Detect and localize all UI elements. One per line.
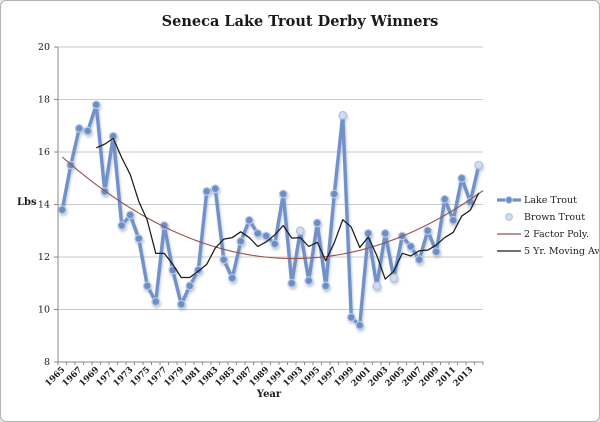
legend-item-2-factor-poly: 2 Factor Poly. <box>497 229 589 240</box>
winning-weight-series <box>57 100 484 330</box>
lake-trout-point-1971 <box>108 131 118 141</box>
lake-trout-point-2010 <box>440 194 450 204</box>
lake-trout-point-1973 <box>125 210 135 220</box>
lake-trout-point-1979 <box>176 299 186 309</box>
lake-trout-point-1969 <box>91 100 101 110</box>
lake-trout-point-1990 <box>270 239 280 249</box>
lake-trout-point-1972 <box>117 221 127 230</box>
legend-sample-marker <box>505 213 513 221</box>
y-tick-label-10: 10 <box>38 305 50 316</box>
brown-trout-point-2004 <box>389 273 399 283</box>
legend-item-label: Brown Trout <box>524 212 585 223</box>
y-tick-label-20: 20 <box>38 42 50 53</box>
y-tick-label-16: 16 <box>38 147 50 158</box>
lake-trout-point-2009 <box>431 247 441 257</box>
lake-trout-point-2006 <box>406 242 416 251</box>
lake-trout-point-1984 <box>219 255 229 265</box>
lake-trout-point-1974 <box>134 234 144 244</box>
x-axis-title: Year <box>256 389 282 400</box>
lake-trout-point-2001 <box>363 228 373 238</box>
x-tick-label-2013: 2013 <box>452 365 476 389</box>
lake-trout-point-1968 <box>83 126 93 136</box>
lake-trout-point-1982 <box>202 186 212 196</box>
lake-trout-point-1967 <box>74 123 84 133</box>
lake-trout-point-2000 <box>355 320 365 330</box>
legend-item-5-yr-moving-avg: 5 Yr. Moving Avg. <box>497 246 600 257</box>
legend-item-label: Lake Trout <box>524 195 577 206</box>
data-series <box>57 100 484 330</box>
lake-trout-point-1994 <box>304 276 314 286</box>
brown-trout-point-2002 <box>372 281 382 291</box>
lake-trout-point-1987 <box>244 215 254 225</box>
lake-trout-point-1992 <box>287 278 297 288</box>
lake-trout-point-2007 <box>414 255 424 265</box>
lake-trout-point-2011 <box>448 215 458 225</box>
lake-trout-point-1986 <box>236 236 246 246</box>
y-tick-label-18: 18 <box>38 95 50 106</box>
axes: 2018161412108196519671969197119731975197… <box>38 42 484 389</box>
lake-trout-point-1997 <box>329 189 339 199</box>
lake-trout-point-2012 <box>457 173 467 183</box>
lake-trout-point-1991 <box>278 189 288 199</box>
lake-trout-point-1996 <box>321 281 331 291</box>
lake-trout-point-2003 <box>380 228 390 238</box>
chart-title: Seneca Lake Trout Derby Winners <box>162 13 439 30</box>
legend-item-label: 2 Factor Poly. <box>524 229 589 240</box>
legend-item-brown-trout: Brown Trout <box>505 212 585 223</box>
lake-trout-point-1995 <box>312 218 322 228</box>
lake-trout-point-1983 <box>210 184 220 194</box>
lake-trout-point-1976 <box>151 297 161 307</box>
lake-trout-point-1965 <box>57 205 67 215</box>
lake-trout-point-2008 <box>423 226 433 236</box>
brown-trout-point-1998 <box>338 110 348 120</box>
lake-trout-point-1989 <box>261 231 271 241</box>
y-tick-label-14: 14 <box>38 200 50 211</box>
gridlines <box>58 46 483 310</box>
brown-trout-point-1993 <box>295 226 305 236</box>
legend-item-lake-trout: Lake Trout <box>497 195 577 206</box>
poly-trendline <box>61 156 484 260</box>
y-tick-label-8: 8 <box>44 357 50 368</box>
lake-trout-point-1975 <box>142 281 152 291</box>
lake-trout-point-1988 <box>253 228 263 238</box>
y-tick-label-12: 12 <box>38 252 50 263</box>
legend: Lake Trout Brown Trout 2 Factor Poly. 5 Yr.… <box>497 195 600 257</box>
legend-item-label: 5 Yr. Moving Avg. <box>524 246 600 257</box>
lake-trout-point-1985 <box>227 273 237 283</box>
lake-trout-point-1999 <box>346 312 356 322</box>
moving-avg-line <box>96 137 480 280</box>
brown-trout-point-2014 <box>474 160 484 170</box>
lake-trout-line <box>60 103 481 327</box>
legend-sample-marker <box>505 196 513 204</box>
y-axis-title: Lbs <box>17 197 37 208</box>
lake-trout-point-1980 <box>185 281 195 291</box>
